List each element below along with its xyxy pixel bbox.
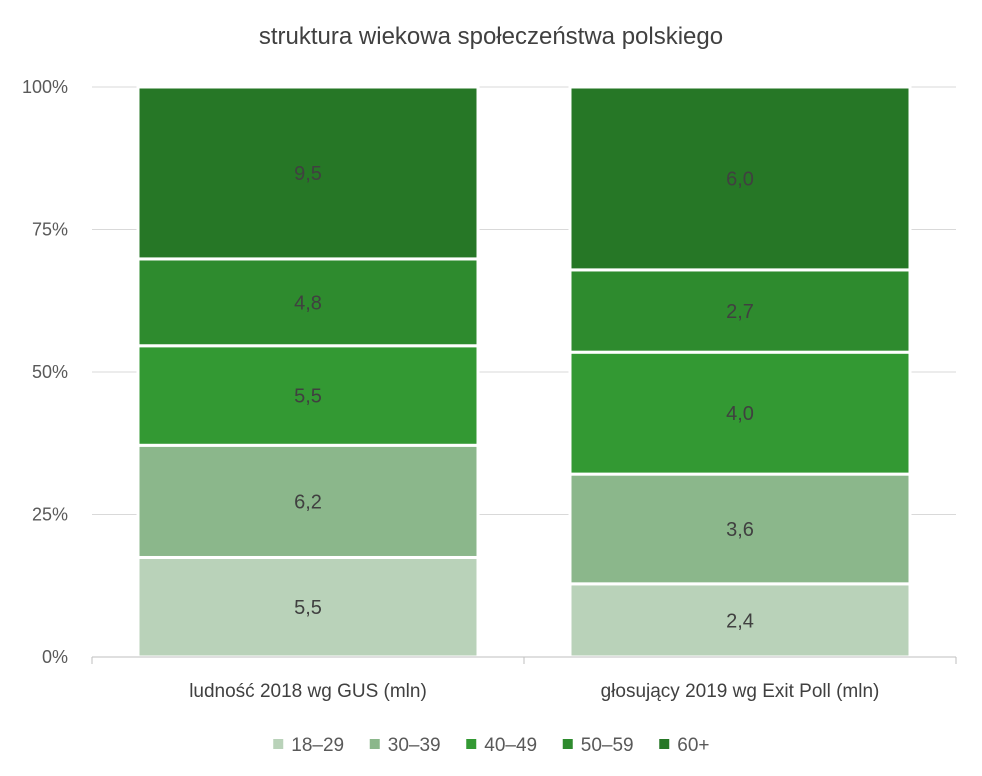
y-tick-label: 75%: [32, 220, 68, 240]
y-tick-label: 0%: [42, 647, 68, 667]
y-axis: 0% 25% 50% 75% 100%: [22, 77, 68, 667]
data-label: 3,6: [726, 519, 754, 541]
chart-title: struktura wiekowa społeczeństwa polskieg…: [259, 23, 723, 50]
legend-swatch: [659, 739, 670, 749]
x-category-label: głosujący 2019 wg Exit Poll (mln): [601, 681, 880, 702]
bar-segment: [568, 472, 912, 586]
legend-label: 60+: [677, 735, 709, 756]
data-label: 2,7: [726, 301, 754, 323]
x-category-label: ludność 2018 wg GUS (mln): [189, 681, 427, 702]
data-label: 6,0: [726, 168, 754, 190]
legend-label: 18–29: [291, 735, 344, 756]
legend-swatch: [562, 739, 573, 749]
legend-swatch: [273, 739, 284, 749]
legend-swatch: [466, 739, 477, 749]
y-tick-label: 25%: [32, 505, 68, 525]
y-tick-label: 100%: [22, 77, 68, 97]
bar-segment: [136, 555, 480, 659]
y-tick-label: 50%: [32, 362, 68, 382]
bars: 5,5 6,2 5,5 4,8 9,5 2,4 3,6 4,0 2,7 6,0: [136, 85, 912, 659]
legend-label: 50–59: [581, 735, 634, 756]
bar-segment: [136, 257, 480, 348]
legend-label: 30–39: [388, 735, 441, 756]
data-label: 6,2: [294, 491, 322, 513]
bar-segment: [568, 85, 912, 272]
data-label: 4,8: [294, 292, 322, 314]
legend-swatch: [369, 739, 380, 749]
x-axis: ludność 2018 wg GUS (mln) głosujący 2019 …: [91, 656, 957, 702]
bar-segment: [568, 350, 912, 476]
legend-label: 40–49: [484, 735, 537, 756]
data-label: 4,0: [726, 403, 754, 425]
data-label: 2,4: [726, 610, 754, 632]
legend: 18–29 30–39 40–49 50–59 60+: [273, 735, 709, 756]
bar-segment: [136, 344, 480, 447]
bar-segment: [136, 85, 480, 261]
data-label: 9,5: [294, 163, 322, 185]
data-label: 5,5: [294, 386, 322, 408]
data-label: 5,5: [294, 597, 322, 619]
bar-segment: [568, 268, 912, 354]
